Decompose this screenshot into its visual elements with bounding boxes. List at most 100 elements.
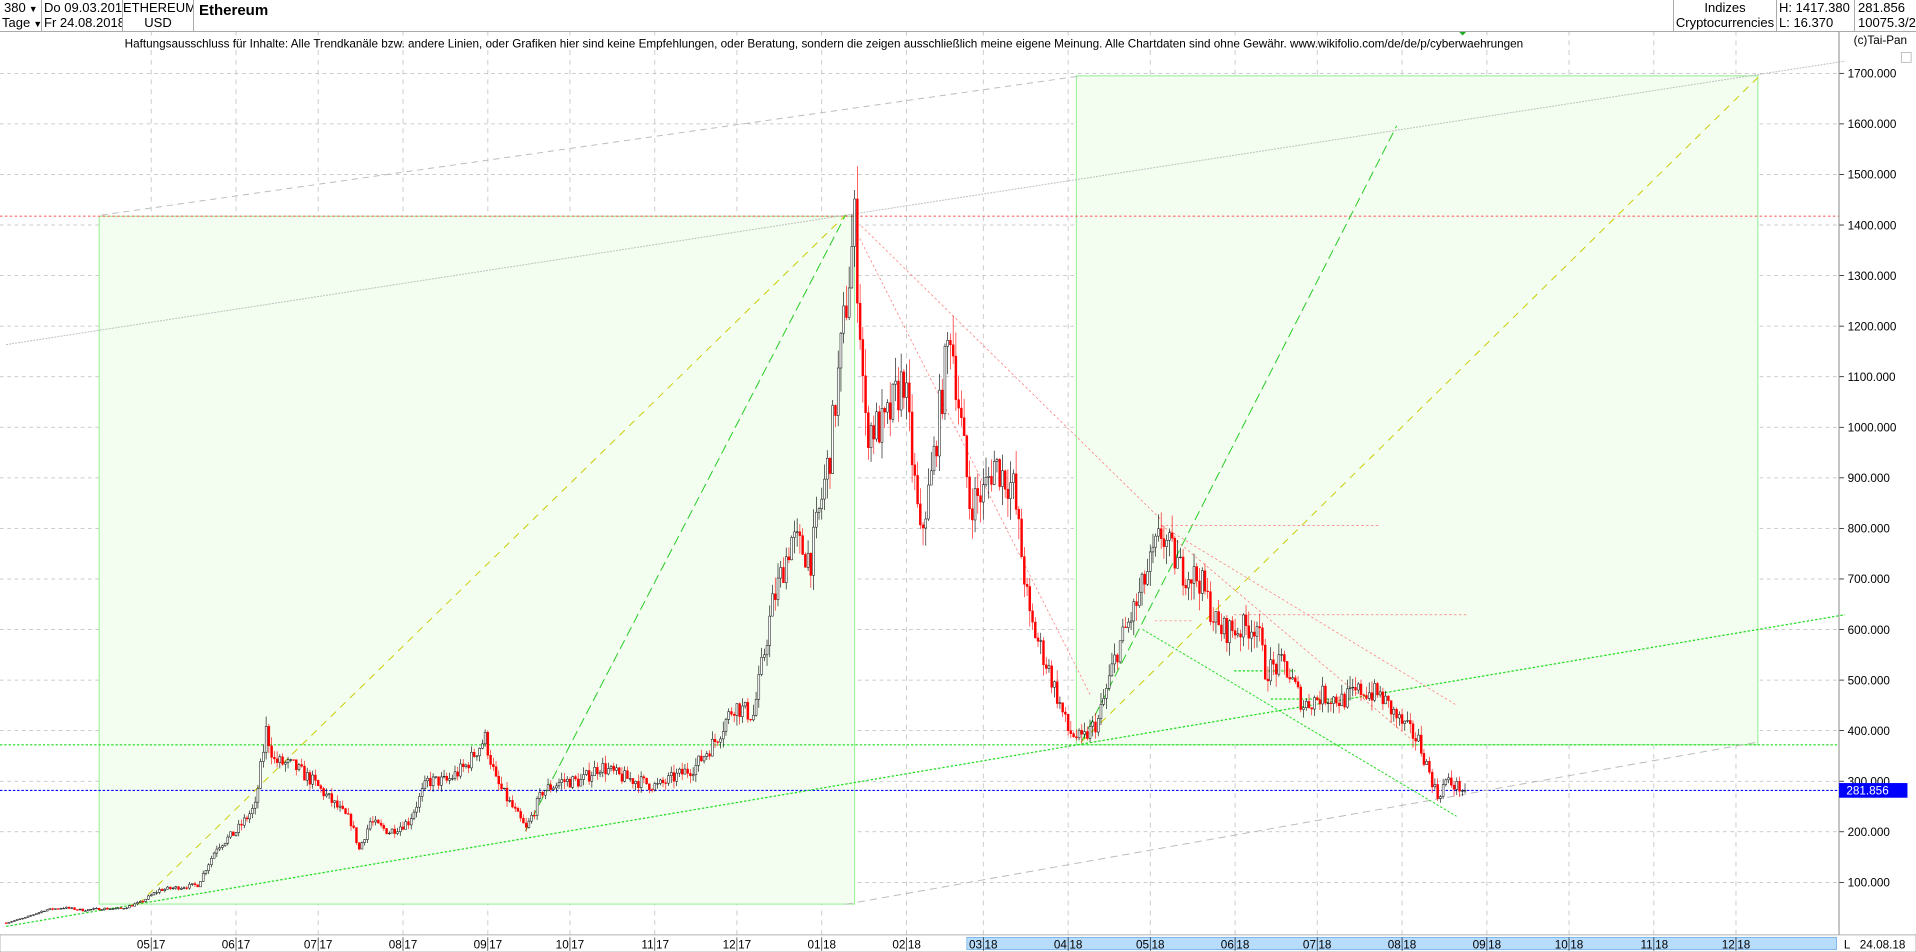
candle-body <box>711 739 714 757</box>
candle-body <box>393 828 397 834</box>
candle-body <box>864 375 867 413</box>
candle-body <box>344 808 347 814</box>
candle-body <box>675 772 678 782</box>
candle-body <box>1461 790 1464 792</box>
candle-body <box>1280 654 1283 656</box>
candle-body <box>289 759 292 761</box>
candle-body <box>1165 540 1168 547</box>
candle-body <box>749 718 752 721</box>
candle-body <box>1214 611 1218 623</box>
candle-body <box>817 508 821 513</box>
candle-body <box>1020 518 1023 557</box>
candle-body <box>1116 654 1119 663</box>
period-value[interactable]: 380 <box>4 0 26 15</box>
candle-body <box>1050 665 1053 688</box>
candle-body <box>513 806 517 809</box>
candle-body <box>973 488 977 521</box>
candle-body <box>511 800 514 808</box>
candle-body <box>106 907 109 910</box>
candle-body <box>448 778 451 781</box>
candle-body <box>382 825 386 829</box>
candle-body <box>4 922 8 924</box>
x-tick-month: 02 <box>892 938 905 951</box>
candle-body <box>1329 702 1333 704</box>
candle-body <box>1321 685 1324 705</box>
candle-body <box>787 556 791 561</box>
candle-body <box>982 484 985 503</box>
y-tick-label: 800.000 <box>1848 523 1891 536</box>
y-tick-label: 1600.000 <box>1848 118 1897 131</box>
candle-body <box>713 739 717 742</box>
trend-line <box>1080 125 1398 743</box>
candle-body <box>284 762 287 765</box>
candle-body <box>1211 621 1215 623</box>
candle-body <box>256 788 260 803</box>
volume: 10075.3/2 <box>1858 15 1916 30</box>
candle-body <box>806 552 810 568</box>
candle-body <box>1086 731 1089 739</box>
candle-body <box>1023 556 1026 585</box>
candle-body <box>418 796 421 808</box>
candle-body <box>1274 663 1278 675</box>
candle-body <box>29 915 32 917</box>
candle-body <box>828 457 832 474</box>
candle-body <box>1433 784 1437 788</box>
x-tick-year: 17 <box>571 938 584 951</box>
candle-body <box>1091 721 1094 727</box>
x-tick-year: 18 <box>984 938 998 951</box>
candle-body <box>215 848 219 854</box>
x-tick-month: 07 <box>1303 938 1316 951</box>
x-tick-month: 11 <box>1640 938 1652 951</box>
x-tick-year: 18 <box>1570 938 1584 951</box>
candle-body <box>81 908 84 912</box>
candle-body <box>251 808 254 815</box>
x-tick-month: 08 <box>1388 938 1402 951</box>
candle-body <box>232 831 235 836</box>
candle-body <box>894 380 897 385</box>
candle-body <box>1354 686 1357 691</box>
candle-body <box>327 793 331 795</box>
candle-body <box>1444 779 1448 785</box>
candle-body <box>872 425 876 440</box>
candle-body <box>1053 681 1056 688</box>
time-scrollbar[interactable] <box>966 936 1837 950</box>
candle-body <box>357 842 361 850</box>
trend-line <box>855 229 1092 697</box>
candle-body <box>798 531 802 536</box>
candle-body <box>1094 721 1097 733</box>
candle-body <box>631 778 635 784</box>
candle-body <box>1450 777 1453 786</box>
category-box: Indizes Cryptocurrencies <box>1674 0 1777 31</box>
candle-body <box>875 411 878 440</box>
candle-body <box>1118 640 1122 663</box>
y-tick-label: 1300.000 <box>1848 270 1897 283</box>
candle-body <box>149 894 153 897</box>
candle-body <box>1250 631 1253 639</box>
candle-body <box>891 383 895 420</box>
candle-body <box>626 770 629 779</box>
candle-body <box>990 476 993 485</box>
candle-body <box>1288 677 1292 680</box>
candle-body <box>1192 566 1196 584</box>
candle-body <box>237 823 240 833</box>
candle-body <box>360 842 364 850</box>
chevron-down-icon[interactable]: ▼ <box>28 4 38 14</box>
chevron-down-icon[interactable]: ▼ <box>33 19 41 29</box>
candle-body <box>347 813 350 815</box>
candle-body <box>628 778 632 780</box>
candle-body <box>1272 659 1275 665</box>
candle-body <box>89 909 93 911</box>
candle-body <box>590 775 594 782</box>
candle-body <box>377 819 380 824</box>
candle-body <box>979 495 982 503</box>
period-selector[interactable]: 380 ▼ Tage ▼ <box>0 0 42 31</box>
candle-body <box>587 770 591 782</box>
candle-body <box>776 577 780 600</box>
collapse-icon[interactable] <box>1900 52 1912 63</box>
candle-body <box>853 198 856 247</box>
period-unit[interactable]: Tage <box>2 15 31 30</box>
x-tick-month: 05 <box>137 938 151 951</box>
candle-body <box>839 332 843 369</box>
candle-body <box>100 909 104 911</box>
